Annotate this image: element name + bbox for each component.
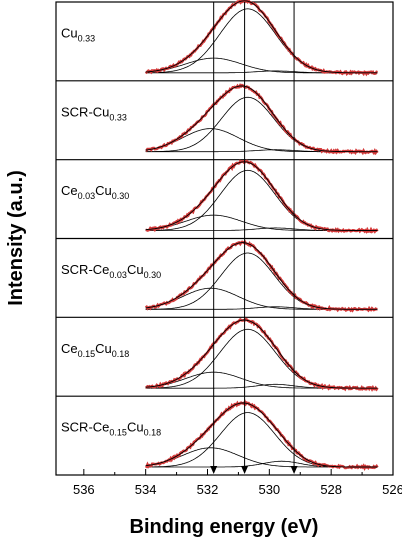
x-tick-label: 526	[382, 482, 402, 497]
fit-envelope-curve	[145, 402, 378, 468]
spectrum-panel: SCR-Ce0.15Cu0.18	[61, 399, 379, 472]
sample-label: Cu0.33	[61, 26, 95, 44]
sample-label: Ce0.15Cu0.18	[61, 341, 129, 359]
x-tick-label: 530	[258, 482, 280, 497]
fit-component-curve	[145, 128, 378, 153]
fit-component-curve	[145, 287, 378, 310]
experimental-curve	[145, 83, 379, 156]
spectrum-panel: Cu0.33	[61, 0, 378, 77]
spectrum-panel: Ce0.03Cu0.30	[61, 159, 379, 234]
x-tick-label: 528	[320, 482, 342, 497]
reference-arrow	[290, 466, 298, 474]
y-axis-title: Intensity (a.u.)	[5, 170, 27, 306]
fit-envelope-curve	[145, 242, 378, 310]
fit-envelope-curve	[145, 161, 378, 231]
fit-envelope-curve	[145, 85, 378, 153]
fit-envelope-curve	[145, 0, 378, 74]
spectrum-panel: SCR-Cu0.33	[61, 83, 379, 156]
fit-envelope-curve	[145, 319, 378, 389]
x-axis-ticks: 536 534 532 530 528 526	[73, 469, 402, 497]
spectrum-panel: Ce0.15Cu0.18	[61, 317, 379, 392]
panels-layer: Cu0.33 SCR-Cu0.33 Ce0.03Cu0.30 SCR-Ce0.03Cu…	[56, 0, 393, 472]
experimental-curve	[145, 159, 379, 234]
fit-component-curve	[145, 96, 378, 153]
sample-label: SCR-Cu0.33	[61, 104, 127, 122]
fit-component-curve	[145, 252, 378, 310]
x-tick-label: 536	[73, 482, 95, 497]
sample-label: Ce0.03Cu0.30	[61, 183, 129, 201]
fit-component-curve	[145, 412, 378, 468]
x-tick-label: 532	[197, 482, 219, 497]
sample-label: SCR-Ce0.15Cu0.18	[61, 420, 161, 438]
fit-component-curve	[145, 371, 378, 389]
reference-arrow	[241, 466, 249, 474]
fit-component-curve	[145, 214, 378, 231]
x-tick-label: 534	[135, 482, 157, 497]
spectrum-panel: SCR-Ce0.03Cu0.30	[61, 239, 378, 313]
reference-lines	[210, 2, 298, 474]
sample-label: SCR-Ce0.03Cu0.30	[61, 262, 161, 280]
experimental-curve	[144, 239, 378, 313]
reference-arrow	[210, 466, 218, 474]
x-axis-title: Binding energy (eV)	[130, 516, 319, 538]
